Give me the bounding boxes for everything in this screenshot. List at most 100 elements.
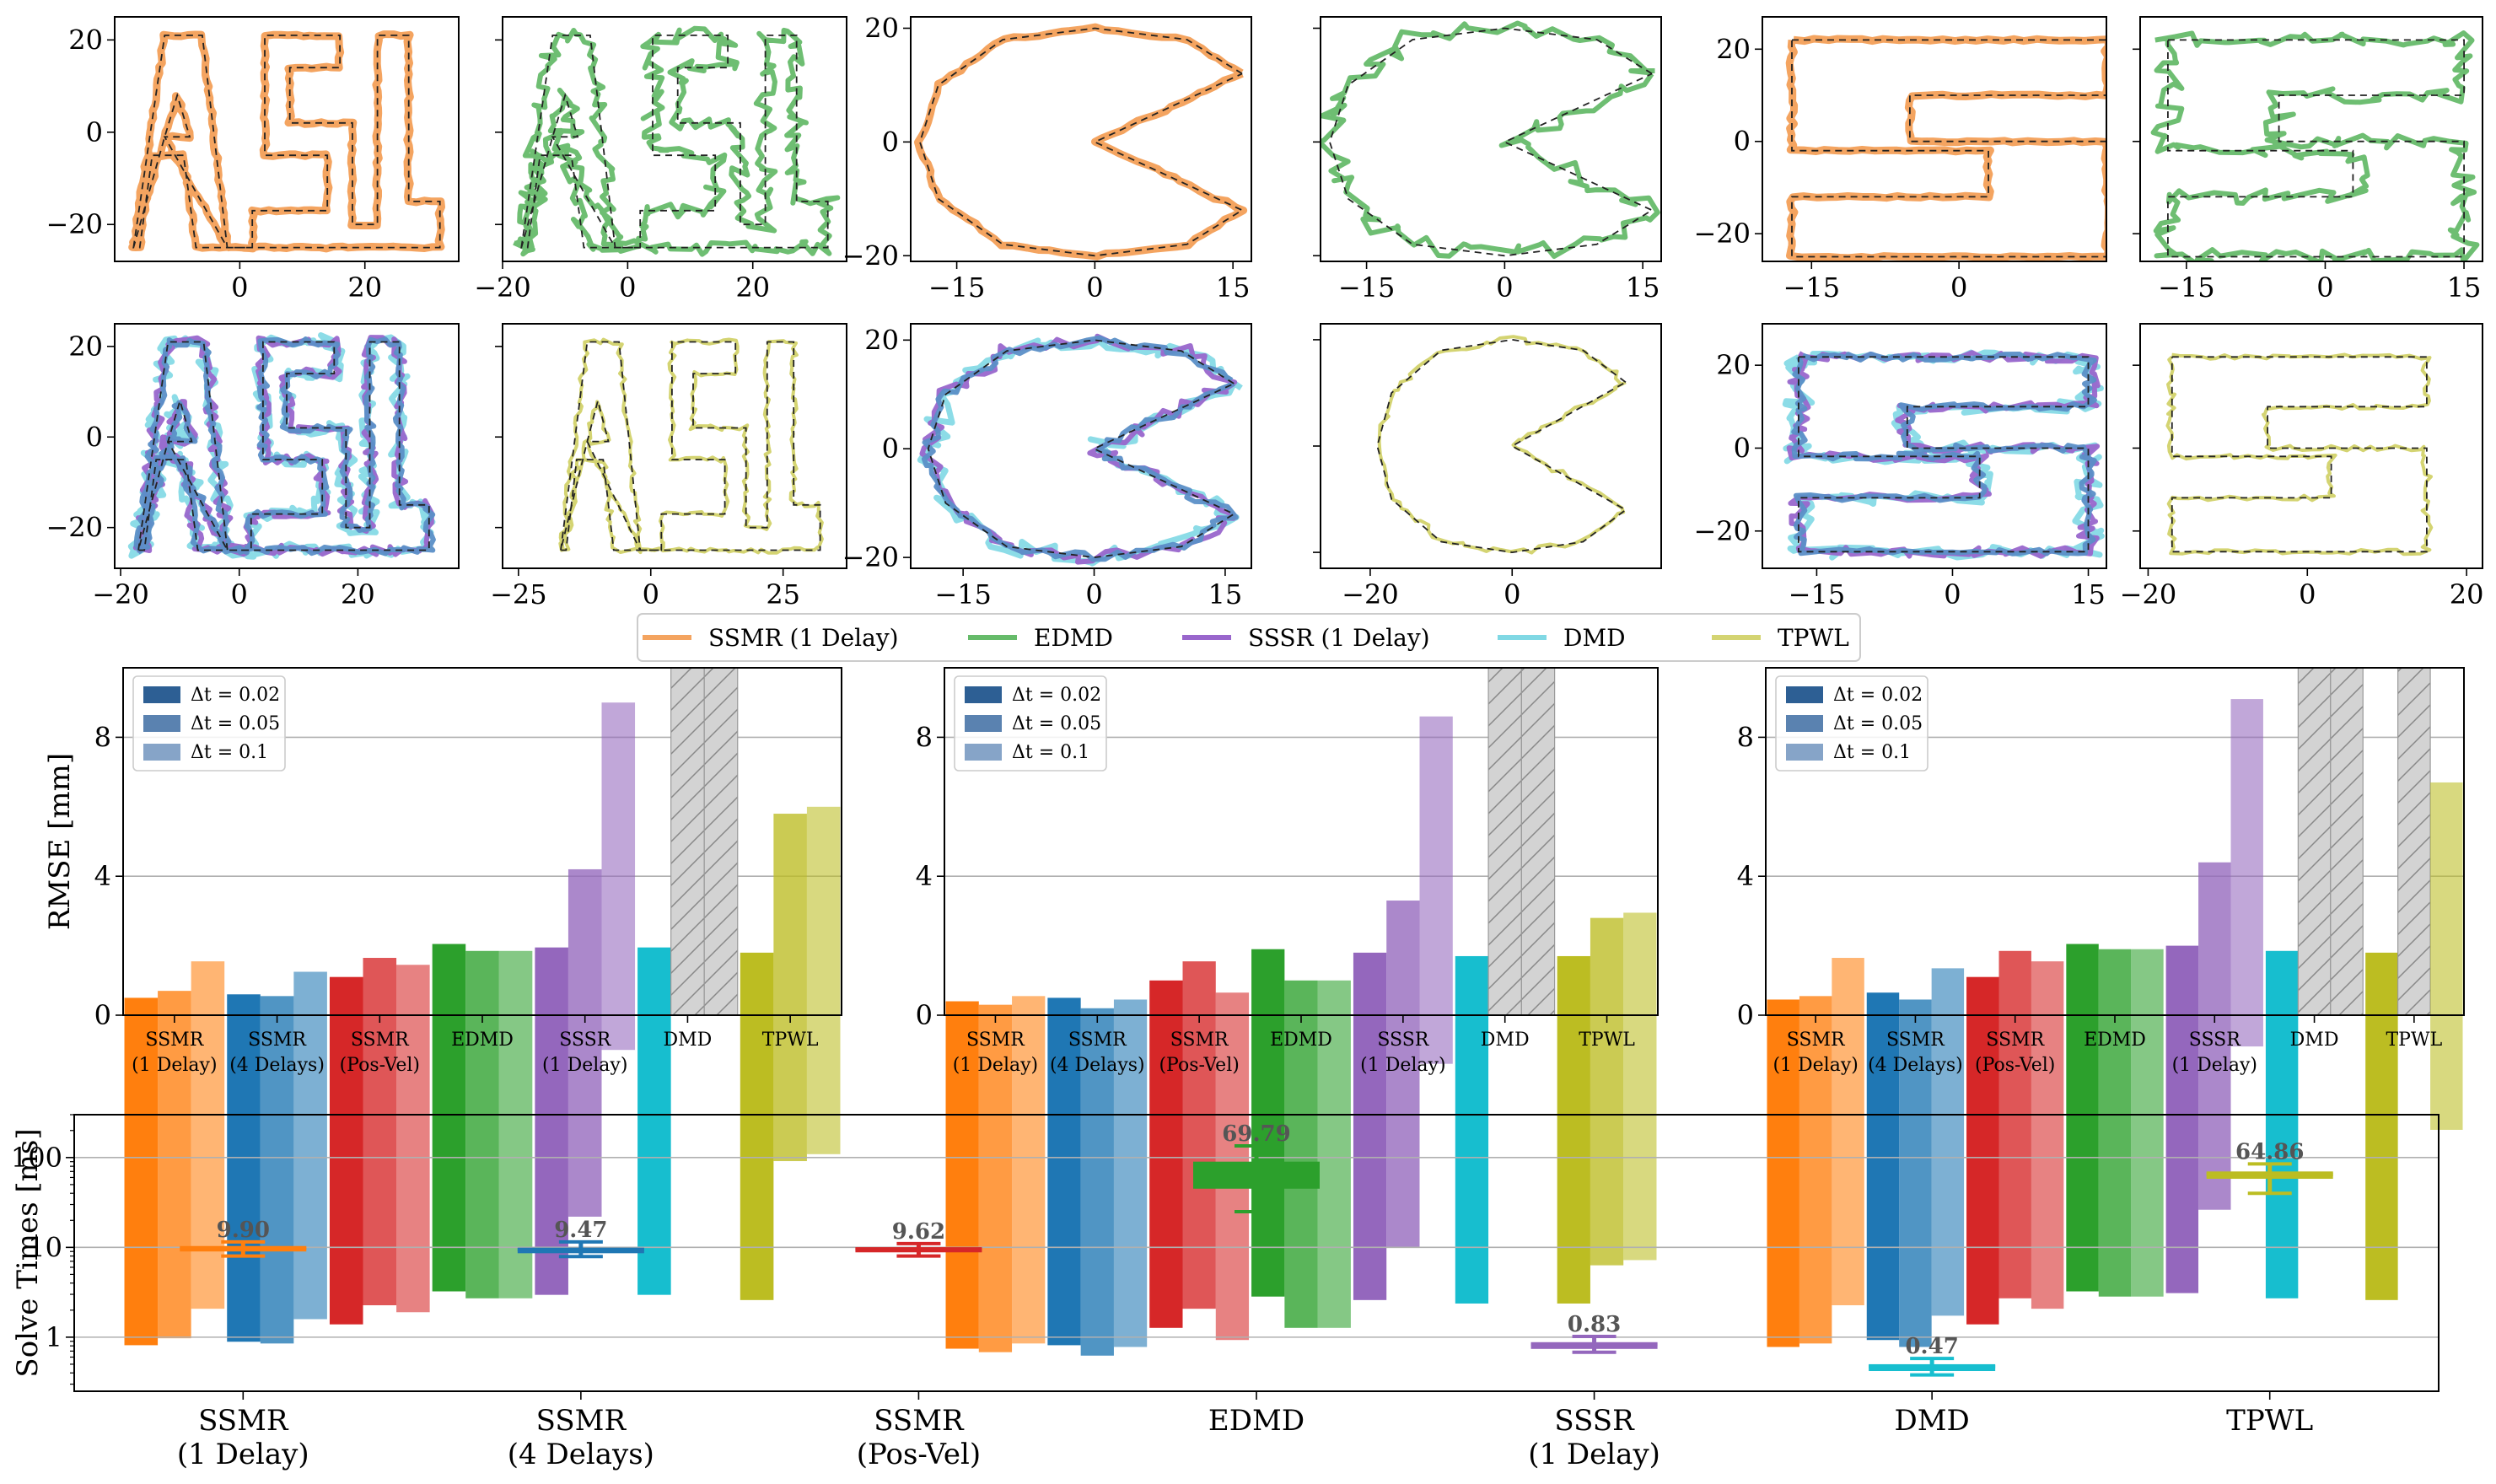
bar	[1353, 952, 1387, 1300]
x-tick-label: SSMR	[874, 1404, 965, 1438]
bar	[465, 950, 499, 1298]
x-tick-label: 0	[231, 578, 248, 610]
axes-frame	[1765, 667, 2465, 1016]
x-tick-label: (1 Delay)	[132, 1055, 217, 1076]
bar	[740, 952, 774, 1300]
legend-label: SSMR (1 Delay)	[708, 624, 899, 652]
legend-label: Δt = 0.02	[1012, 685, 1101, 706]
box-6: 0.47	[1869, 1334, 1996, 1377]
axes-frame	[1320, 16, 1662, 262]
bar	[1251, 949, 1285, 1297]
bar	[1866, 992, 1900, 1341]
legend-swatch	[143, 686, 180, 703]
x-tick-label: 0	[2299, 578, 2316, 610]
trajectory-panel-12: −20 0 20	[2120, 323, 2483, 610]
legend-label: Δt = 0.05	[1012, 713, 1101, 734]
box-1: 9.90	[180, 1218, 307, 1258]
bar	[568, 868, 602, 1217]
bar	[329, 976, 363, 1325]
bar	[1767, 999, 1799, 1347]
trajectory-panel-2: −20 0 20	[474, 16, 847, 304]
axes-frame	[1320, 323, 1662, 569]
x-tick-label: −15	[934, 578, 992, 610]
y-axis-label: Solve Times [ms]	[11, 1128, 45, 1377]
bar	[1455, 955, 1489, 1304]
axes-frame	[2139, 323, 2483, 569]
bar-missing	[2397, 667, 2431, 1016]
x-tick-label: −25	[490, 578, 547, 610]
bar	[1080, 1008, 1114, 1356]
y-tick-label: −20	[46, 208, 103, 240]
x-tick-label: (4 Delays)	[508, 1438, 654, 1471]
bar	[1998, 950, 2031, 1298]
bar	[978, 1004, 1013, 1352]
median-label: 9.47	[554, 1218, 607, 1243]
main-legend: SSMR (1 Delay) EDMD SSSR (1 Delay) DMD TPWL	[637, 613, 1861, 662]
rmse-chart-3: 0 4 8 SSMR (1 Delay) SSMR (4 Delays) SSMR (Pos-V…	[1737, 667, 2465, 1347]
y-tick-label: 10	[28, 1231, 62, 1263]
legend-label: SSSR (1 Delay)	[1248, 624, 1430, 652]
trajectory-prediction	[2150, 30, 2480, 261]
bar	[1899, 999, 1932, 1347]
x-tick-label: (1 Delay)	[1528, 1438, 1660, 1471]
x-tick-label: 15	[2071, 578, 2106, 610]
bar	[1386, 901, 1420, 1249]
y-tick-label: 20	[68, 331, 103, 363]
legend-swatch	[1786, 744, 1823, 761]
axes-frame	[910, 16, 1252, 262]
bar	[2365, 952, 2398, 1300]
axes-frame	[73, 1114, 2440, 1392]
x-tick-label: SSSR	[2189, 1030, 2241, 1051]
y-tick-label: 0	[916, 999, 933, 1031]
trajectory-reference	[559, 341, 821, 551]
x-tick-label: 0	[1944, 578, 1961, 610]
x-tick-label: −15	[2158, 272, 2215, 304]
axes-frame	[910, 323, 1252, 569]
bar	[1149, 980, 1183, 1328]
median-label: 0.47	[1905, 1334, 1958, 1359]
bar	[1012, 996, 1046, 1344]
trajectory-panel-5: −15 0 −20 0 20	[1693, 16, 2107, 304]
trajectory-panel-9: −15 0 15 −20 0 20	[842, 323, 1252, 610]
y-tick-label: 20	[864, 324, 899, 356]
box-3: 9.62	[855, 1219, 982, 1258]
bar	[773, 814, 807, 1162]
x-tick-label: 20	[341, 578, 375, 610]
x-tick-label: 20	[735, 272, 770, 304]
median-label: 69.79	[1222, 1121, 1290, 1147]
legend-swatch	[965, 715, 1002, 732]
bar	[1557, 955, 1590, 1304]
x-tick-label: SSMR	[145, 1030, 204, 1051]
trajectory-prediction	[1321, 20, 1660, 259]
rmse-chart-1: 0 4 8 SSMR (1 Delay) SSMR (4 Delays) SSMR (Pos-V…	[43, 667, 842, 1346]
x-tick-label: 0	[231, 272, 248, 304]
bar	[1047, 997, 1081, 1346]
x-tick-label: DMD	[1481, 1030, 1530, 1051]
x-tick-label: 15	[1626, 272, 1660, 304]
x-tick-label: SSMR	[198, 1404, 289, 1438]
x-tick-label: (1 Delay)	[2172, 1055, 2257, 1076]
trajectory-panel-1: 0 20 −20 0 20	[46, 16, 460, 304]
bar	[396, 965, 430, 1313]
legend-label: DMD	[1563, 624, 1626, 652]
legend-swatch	[965, 686, 1002, 703]
trajectory-prediction	[2165, 352, 2434, 556]
trajectory-prediction	[914, 23, 1248, 261]
axes-frame	[1762, 16, 2107, 262]
bar	[601, 702, 636, 1051]
x-tick-label: DMD	[1894, 1404, 1969, 1438]
y-tick-label: 0	[882, 433, 899, 465]
x-tick-label: 15	[2447, 272, 2482, 304]
y-tick-label: −20	[1693, 515, 1751, 547]
y-tick-label: 0	[1734, 126, 1751, 158]
bar	[498, 950, 533, 1298]
x-tick-label: SSMR	[536, 1404, 627, 1438]
x-tick-label: SSMR	[248, 1030, 307, 1051]
legend-label: Δt = 0.1	[1012, 742, 1089, 763]
trajectory-panel-8: −25 0 25	[490, 323, 847, 610]
bar	[1931, 968, 1965, 1316]
trajectory-prediction	[1785, 35, 2106, 261]
y-tick-label: 20	[68, 24, 103, 56]
x-tick-label: −20	[2120, 578, 2177, 610]
